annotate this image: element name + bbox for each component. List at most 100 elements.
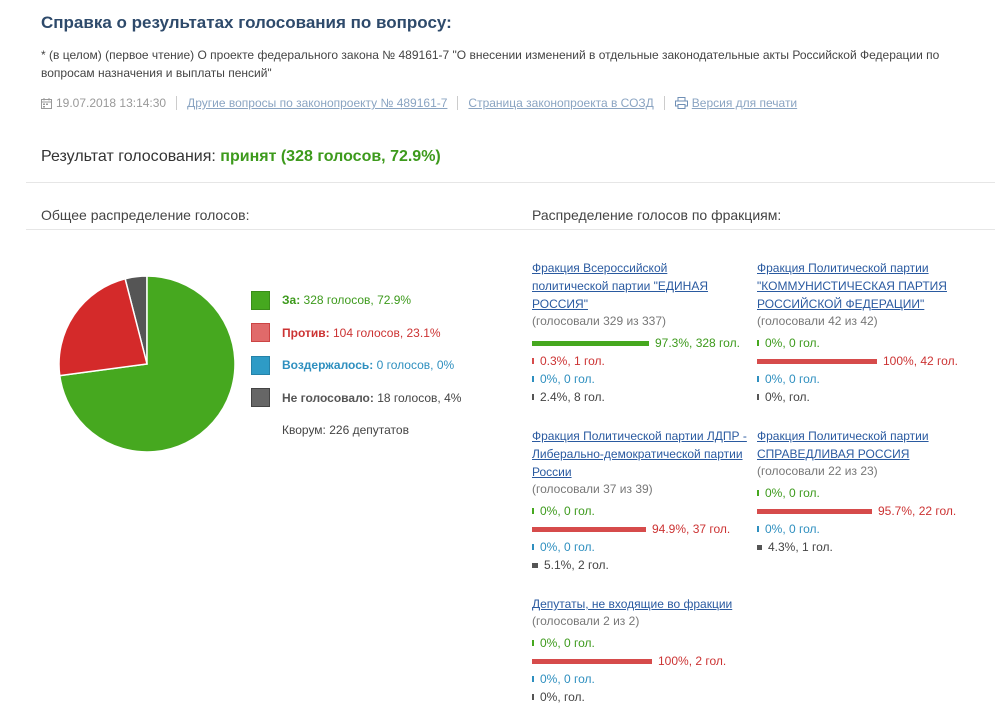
faction-row-text: 100%, 2 гол.	[658, 654, 727, 668]
faction-row-text: 5.1%, 2 гол.	[544, 558, 609, 572]
bar-for	[532, 340, 649, 346]
faction-row-text: 0%, 0 гол.	[765, 336, 820, 350]
faction-row-text: 0%, 0 гол.	[540, 372, 595, 386]
divider	[663, 96, 665, 110]
legend-against: Против: 104 голосов, 23.1%	[251, 323, 461, 343]
tick-abstained	[532, 376, 534, 382]
legend-swatch-abstained	[251, 355, 270, 375]
faction-row-text: 0.3%, 1 гол.	[540, 354, 605, 368]
faction-row-for: 0%, 0 гол.	[757, 484, 972, 502]
faction-row-abstained: 0%, 0 гол.	[532, 370, 747, 388]
faction-row-for: 97.3%, 328 гол.	[532, 334, 747, 352]
votes-pie-chart	[58, 275, 236, 453]
faction-row-abstained: 0%, 0 гол.	[757, 370, 972, 388]
tick-abstained	[757, 376, 759, 382]
faction-row-text: 95.7%, 22 гол.	[878, 504, 957, 518]
legend-detail-abstained: 0 голосов, 0%	[376, 358, 455, 372]
question-description: * (в целом) (первое чтение) О проекте фе…	[41, 48, 940, 80]
tick-against	[532, 358, 534, 364]
legend-not-voted: Не голосовало: 18 голосов, 4%	[251, 388, 461, 408]
faction-ldpr: Фракция Политической партии ЛДПР - Либер…	[532, 427, 747, 574]
legend-label-abstained: Воздержалось:	[282, 358, 374, 372]
faction-row-not-voted: 0%, гол.	[532, 688, 747, 706]
pie-legend: За: 328 голосов, 72.9% Против: 104 голос…	[251, 290, 461, 420]
faction-row-against: 0.3%, 1 гол.	[532, 352, 747, 370]
tick-abstained	[532, 676, 534, 682]
pie-slice-against	[58, 277, 148, 377]
divider	[176, 96, 178, 110]
legend-detail-for: 328 голосов, 72.9%	[303, 293, 412, 307]
vote-result: Результат голосования: принят (328 голос…	[41, 148, 441, 166]
divider	[26, 229, 995, 230]
legend-abstained: Воздержалось: 0 голосов, 0%	[251, 355, 461, 375]
meta-bar: 19.07.2018 13:14:30 Другие вопросы по за…	[41, 96, 797, 110]
bar-not-voted	[532, 562, 538, 568]
result-value: принят (328 голосов, 72.9%)	[220, 148, 441, 165]
tick-abstained	[532, 544, 534, 550]
bar-against	[757, 508, 872, 514]
faction-row-text: 0%, 0 гол.	[540, 504, 595, 518]
faction-voted-count: (голосовали 2 из 2)	[532, 614, 640, 628]
faction-voted-count: (голосовали 37 из 39)	[532, 482, 653, 496]
faction-row-text: 0%, 0 гол.	[765, 372, 820, 386]
legend-detail-not-voted: 18 голосов, 4%	[377, 390, 462, 405]
faction-name-link[interactable]: Фракция Политической партии СПРАВЕДЛИВАЯ…	[757, 429, 929, 461]
legend-label-against: Против:	[282, 325, 330, 340]
tick-abstained	[757, 526, 759, 532]
faction-name-link[interactable]: Фракция Политической партии "КОММУНИСТИЧ…	[757, 261, 947, 311]
tick-for	[757, 340, 759, 346]
faction-row-text: 100%, 42 гол.	[883, 354, 958, 368]
faction-row-text: 0%, 0 гол.	[540, 540, 595, 554]
tick-for	[532, 508, 534, 514]
faction-row-abstained: 0%, 0 гол.	[532, 538, 747, 556]
faction-voted-count: (голосовали 42 из 42)	[757, 314, 878, 328]
legend-label-for: За:	[282, 293, 301, 307]
legend-detail-against: 104 голосов, 23.1%	[332, 325, 441, 340]
faction-just-russia: Фракция Политической партии СПРАВЕДЛИВАЯ…	[757, 427, 972, 556]
faction-row-text: 0%, 0 гол.	[540, 636, 595, 650]
faction-row-text: 0%, гол.	[765, 390, 810, 404]
legend-label-not-voted: Не голосовало:	[282, 390, 374, 405]
tick-for	[757, 490, 759, 496]
tick-not-voted	[532, 694, 534, 700]
faction-row-text: 97.3%, 328 гол.	[655, 336, 740, 350]
quorum: Кворум: 226 депутатов	[282, 423, 409, 437]
faction-row-for: 0%, 0 гол.	[532, 502, 747, 520]
faction-row-against: 100%, 2 гол.	[532, 652, 747, 670]
legend-swatch-for	[251, 290, 270, 310]
other-questions-link[interactable]: Другие вопросы по законопроекту № 489161…	[187, 96, 448, 110]
faction-voted-count: (голосовали 329 из 337)	[532, 314, 667, 328]
legend-swatch-not-voted	[251, 388, 270, 407]
faction-row-text: 2.4%, 8 гол.	[540, 390, 605, 404]
bar-against	[532, 658, 652, 664]
faction-row-not-voted: 5.1%, 2 гол.	[532, 556, 747, 574]
bar-against	[532, 526, 646, 532]
faction-name-link[interactable]: Фракция Политической партии ЛДПР - Либер…	[532, 429, 747, 479]
faction-kprf: Фракция Политической партии "КОММУНИСТИЧ…	[757, 259, 972, 406]
faction-row-for: 0%, 0 гол.	[757, 334, 972, 352]
faction-row-against: 95.7%, 22 гол.	[757, 502, 972, 520]
divider	[26, 182, 995, 183]
print-version-link[interactable]: Версия для печати	[691, 96, 798, 110]
vote-date: 19.07.2018 13:14:30	[56, 96, 167, 110]
faction-row-not-voted: 0%, гол.	[757, 388, 972, 406]
tick-for	[532, 640, 534, 646]
tick-not-voted	[757, 394, 759, 400]
printer-icon[interactable]	[674, 97, 688, 109]
faction-independent: Депутаты, не входящие во фракции (голосо…	[532, 595, 747, 706]
faction-name-link[interactable]: Депутаты, не входящие во фракции	[532, 597, 733, 611]
faction-name-link[interactable]: Фракция Всероссийской политической парти…	[532, 261, 709, 311]
legend-swatch-against	[251, 323, 270, 342]
faction-row-text: 94.9%, 37 гол.	[652, 522, 731, 536]
faction-row-not-voted: 2.4%, 8 гол.	[532, 388, 747, 406]
faction-united-russia: Фракция Всероссийской политической парти…	[532, 259, 747, 406]
legend-for: За: 328 голосов, 72.9%	[251, 290, 461, 310]
result-label: Результат голосования:	[41, 148, 216, 165]
overall-heading: Общее распределение голосов:	[41, 207, 250, 223]
sozd-page-link[interactable]: Страница законопроекта в СОЗД	[468, 96, 654, 110]
bar-against	[757, 358, 877, 364]
faction-row-for: 0%, 0 гол.	[532, 634, 747, 652]
faction-voted-count: (голосовали 22 из 23)	[757, 464, 878, 478]
page-title: Справка о результатах голосования по воп…	[41, 13, 452, 32]
faction-row-against: 94.9%, 37 гол.	[532, 520, 747, 538]
